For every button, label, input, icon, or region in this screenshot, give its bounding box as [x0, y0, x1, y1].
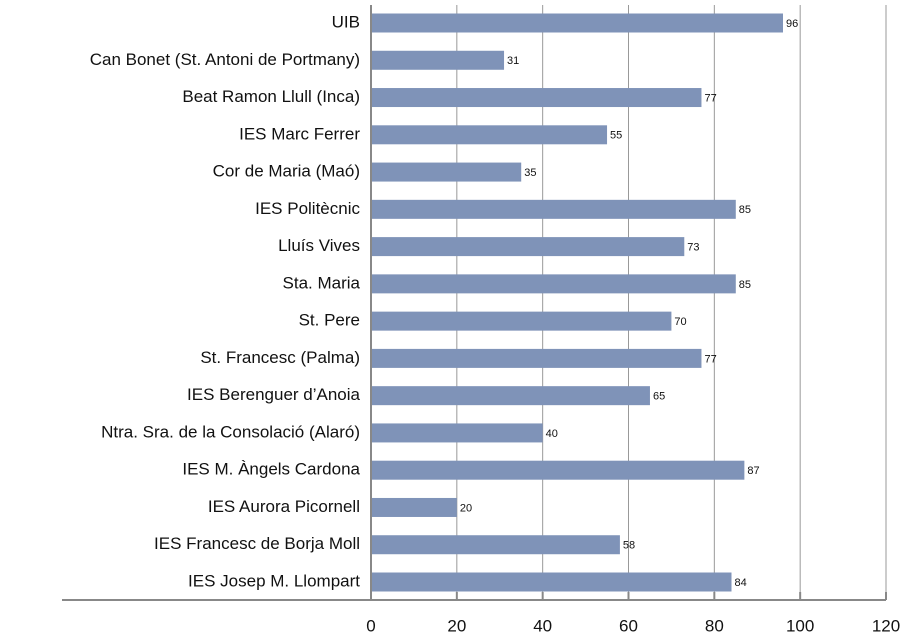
- bar: [371, 497, 457, 517]
- value-label: 73: [687, 242, 699, 254]
- bar: [371, 572, 732, 592]
- y-tick-label: IES Josep M. Llompart: [188, 571, 360, 590]
- bar: [371, 460, 745, 480]
- bar: [371, 199, 736, 219]
- bar: [371, 237, 685, 257]
- y-tick-label: Beat Ramon Llull (Inca): [182, 87, 360, 106]
- value-label: 77: [704, 353, 716, 365]
- bar: [371, 13, 783, 33]
- value-label: 87: [747, 465, 759, 477]
- y-tick-label: IES Politècnic: [255, 199, 360, 218]
- value-label: 85: [739, 204, 751, 216]
- y-tick-label: IES Berenguer d’Anoia: [187, 385, 360, 404]
- value-label: 31: [507, 55, 519, 67]
- value-label: 65: [653, 391, 665, 403]
- y-tick-label: IES Marc Ferrer: [239, 124, 360, 143]
- y-tick-label: IES M. Àngels Cardona: [182, 460, 360, 479]
- value-label: 84: [735, 577, 747, 589]
- y-tick-label: IES Aurora Picornell: [208, 497, 360, 516]
- bar: [371, 348, 702, 368]
- value-label: 55: [610, 130, 622, 142]
- x-tick-label: 60: [619, 616, 638, 635]
- x-tick-label: 100: [786, 616, 814, 635]
- bar: [371, 311, 672, 331]
- y-tick-label: UIB: [332, 12, 360, 31]
- bar: [371, 50, 505, 70]
- bar: [371, 162, 522, 182]
- y-tick-label: St. Pere: [299, 311, 360, 330]
- bar: [371, 423, 543, 443]
- value-label: 70: [674, 316, 686, 328]
- y-tick-label: Cor de Maria (Maó): [213, 162, 360, 181]
- x-tick-label: 20: [447, 616, 466, 635]
- x-tick-label: 40: [533, 616, 552, 635]
- x-tick-label: 0: [366, 616, 375, 635]
- x-tick-label: 80: [705, 616, 724, 635]
- bar: [371, 125, 608, 145]
- value-label: 77: [704, 92, 716, 104]
- y-tick-label: Sta. Maria: [283, 273, 361, 292]
- y-tick-label: Ntra. Sra. de la Consolació (Alaró): [101, 422, 360, 441]
- value-label: 35: [524, 167, 536, 179]
- y-tick-label: Lluís Vives: [278, 236, 360, 255]
- y-tick-label: IES Francesc de Borja Moll: [154, 534, 360, 553]
- bar: [371, 88, 702, 108]
- y-tick-label: Can Bonet (St. Antoni de Portmany): [90, 50, 360, 69]
- value-label: 85: [739, 279, 751, 291]
- bar: [371, 274, 736, 294]
- value-label: 96: [786, 18, 798, 30]
- x-tick-label: 120: [872, 616, 900, 635]
- y-tick-label: St. Francesc (Palma): [200, 348, 360, 367]
- bar: [371, 386, 650, 406]
- value-label: 58: [623, 540, 635, 552]
- value-label: 40: [546, 428, 558, 440]
- value-label: 20: [460, 502, 472, 514]
- bar: [371, 535, 620, 555]
